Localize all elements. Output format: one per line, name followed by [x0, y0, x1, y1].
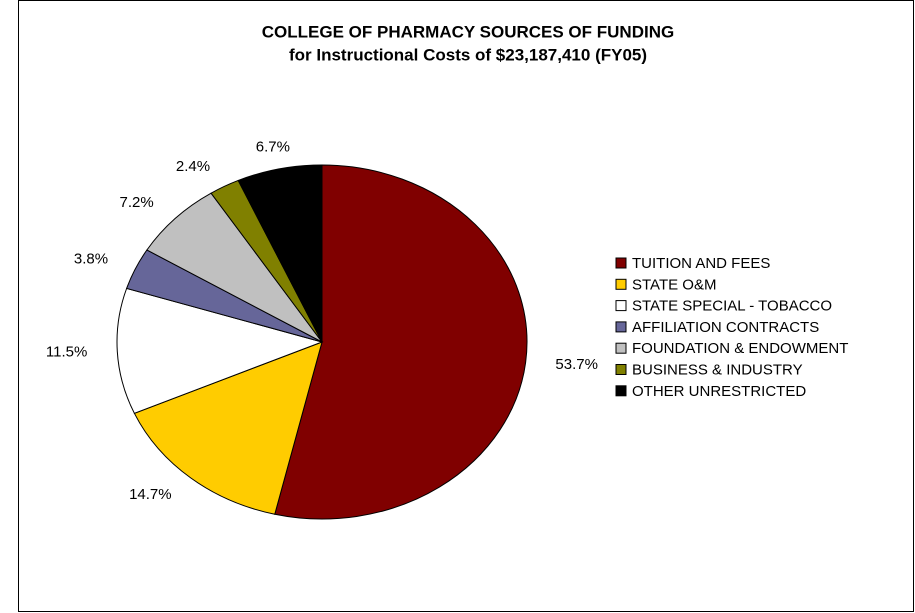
chart-title: COLLEGE OF PHARMACY SOURCES OF FUNDING: [262, 22, 674, 41]
data-label: 3.8%: [74, 251, 108, 268]
legend-label: TUITION AND FEES: [632, 255, 770, 272]
legend-swatch: [615, 385, 627, 397]
data-label: 14.7%: [129, 486, 172, 503]
data-label: 11.5%: [46, 344, 87, 361]
legend-swatch: [615, 342, 627, 354]
pie-slice: [237, 164, 323, 343]
legend-label: AFFILIATION CONTRACTS: [632, 319, 819, 336]
data-label: 2.4%: [176, 158, 210, 175]
data-label: 7.2%: [120, 194, 154, 211]
legend-swatch: [615, 257, 627, 269]
data-label: 6.7%: [256, 138, 290, 155]
legend-swatch: [615, 321, 627, 333]
pie-slice: [274, 164, 528, 520]
legend-label: STATE O&M: [632, 276, 716, 293]
legend-swatch: [615, 364, 627, 375]
legend-label: BUSINESS & INDUSTRY: [632, 361, 803, 378]
pie-slice: [116, 287, 324, 414]
legend-swatch: [615, 278, 627, 290]
chart-subtitle: for Instructional Costs of $23,187,410 (…: [289, 45, 647, 64]
data-label: 53.7%: [555, 356, 598, 373]
legend-label: FOUNDATION & ENDOWMENT: [632, 340, 848, 357]
legend-label: OTHER UNRESTRICTED: [632, 383, 806, 400]
pie-slice: [133, 341, 323, 515]
legend-swatch: [615, 300, 627, 312]
legend-label: STATE SPECIAL - TOBACCO: [632, 298, 832, 315]
